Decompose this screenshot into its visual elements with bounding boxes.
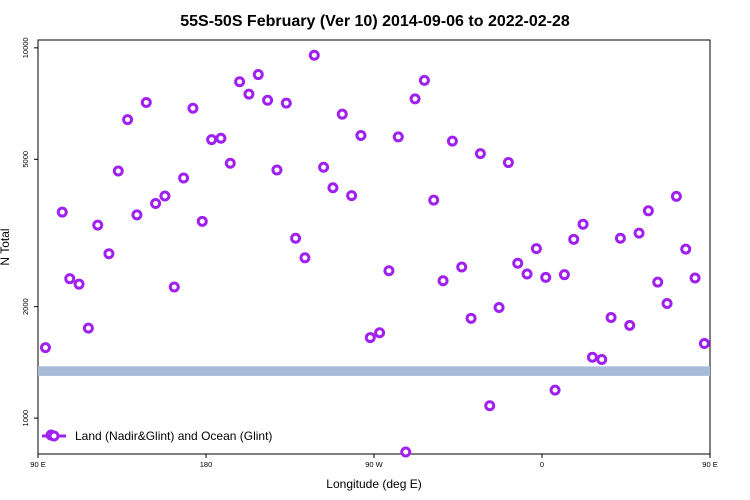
x-tick-label: 0 bbox=[540, 460, 544, 469]
data-point bbox=[493, 301, 505, 313]
data-point bbox=[224, 157, 236, 169]
legend-label: Land (Nadir&Glint) and Ocean (Glint) bbox=[75, 429, 272, 443]
x-tick-label: 180 bbox=[200, 460, 213, 469]
data-point bbox=[530, 243, 542, 255]
data-point bbox=[364, 332, 376, 344]
data-point bbox=[308, 49, 320, 61]
data-point bbox=[689, 272, 701, 284]
data-point bbox=[456, 261, 468, 273]
data-point bbox=[670, 190, 682, 202]
data-point bbox=[409, 93, 421, 105]
data-point bbox=[159, 190, 171, 202]
data-point bbox=[150, 197, 162, 209]
data-point bbox=[484, 400, 496, 412]
data-point bbox=[112, 165, 124, 177]
chart-title: 55S-50S February (Ver 10) 2014-09-06 to … bbox=[180, 13, 570, 30]
data-point bbox=[299, 252, 311, 264]
data-point bbox=[271, 164, 283, 176]
data-point bbox=[140, 96, 152, 108]
data-point bbox=[680, 243, 692, 255]
data-point bbox=[64, 273, 76, 285]
data-point bbox=[327, 182, 339, 194]
y-tick-label: 1000 bbox=[21, 410, 30, 427]
data-point bbox=[243, 88, 255, 100]
data-point bbox=[521, 268, 533, 280]
data-point bbox=[168, 281, 180, 293]
data-point bbox=[624, 319, 636, 331]
data-point bbox=[215, 132, 227, 144]
data-point bbox=[336, 108, 348, 120]
legend: Land (Nadir&Glint) and Ocean (Glint) bbox=[42, 429, 272, 443]
data-point bbox=[652, 276, 664, 288]
data-point bbox=[605, 311, 617, 323]
data-point bbox=[698, 338, 710, 350]
data-point bbox=[290, 232, 302, 244]
data-point bbox=[465, 312, 477, 324]
x-axis-label: Longitude (deg E) bbox=[326, 477, 421, 491]
data-point bbox=[437, 275, 449, 287]
data-point bbox=[558, 269, 570, 281]
y-tick-label: 5000 bbox=[21, 151, 30, 168]
data-point bbox=[502, 157, 514, 169]
y-tick-label: 10000 bbox=[21, 37, 30, 58]
data-point bbox=[642, 205, 654, 217]
data-point bbox=[346, 190, 358, 202]
data-point bbox=[131, 209, 143, 221]
data-point bbox=[73, 278, 85, 290]
data-point bbox=[280, 97, 292, 109]
data-point bbox=[122, 114, 134, 126]
data-point bbox=[383, 265, 395, 277]
data-point bbox=[103, 248, 115, 260]
data-point bbox=[392, 131, 404, 143]
data-point bbox=[549, 384, 561, 396]
data-point bbox=[418, 74, 430, 86]
data-point bbox=[234, 76, 246, 88]
x-tick-label: 90 E bbox=[30, 460, 45, 469]
data-point bbox=[474, 148, 486, 160]
data-point bbox=[355, 129, 367, 141]
data-point bbox=[92, 219, 104, 231]
data-point bbox=[568, 233, 580, 245]
plot-frame bbox=[37, 39, 711, 455]
data-point bbox=[512, 257, 524, 269]
data-point bbox=[428, 194, 440, 206]
data-point bbox=[206, 134, 218, 146]
data-point bbox=[661, 297, 673, 309]
data-point bbox=[446, 135, 458, 147]
x-tick-label: 90 W bbox=[365, 460, 383, 469]
y-tick-label: 2000 bbox=[21, 298, 30, 315]
data-point bbox=[262, 94, 274, 106]
y-axis-label: N Total bbox=[0, 228, 12, 265]
y-axis: 1000 2000 5000 10000 bbox=[21, 37, 38, 426]
data-point bbox=[39, 342, 51, 354]
data-point bbox=[252, 69, 264, 81]
data-point bbox=[614, 232, 626, 244]
data-point bbox=[318, 161, 330, 173]
data-point bbox=[577, 218, 589, 230]
data-point bbox=[540, 271, 552, 283]
data-point bbox=[196, 215, 208, 227]
data-series bbox=[39, 49, 710, 458]
x-tick-label: 90 E bbox=[702, 460, 717, 469]
data-point bbox=[633, 227, 645, 239]
data-point bbox=[178, 172, 190, 184]
legend-marker bbox=[48, 430, 60, 442]
data-point bbox=[56, 206, 68, 218]
data-point bbox=[400, 446, 412, 458]
highlight-band bbox=[38, 366, 710, 376]
data-point bbox=[596, 353, 608, 365]
data-point bbox=[82, 322, 94, 334]
data-point bbox=[586, 351, 598, 363]
data-point bbox=[374, 327, 386, 339]
band-rect bbox=[38, 366, 710, 376]
x-axis: 90 E 180 90 W 0 90 E bbox=[30, 454, 718, 469]
data-point bbox=[187, 102, 199, 114]
